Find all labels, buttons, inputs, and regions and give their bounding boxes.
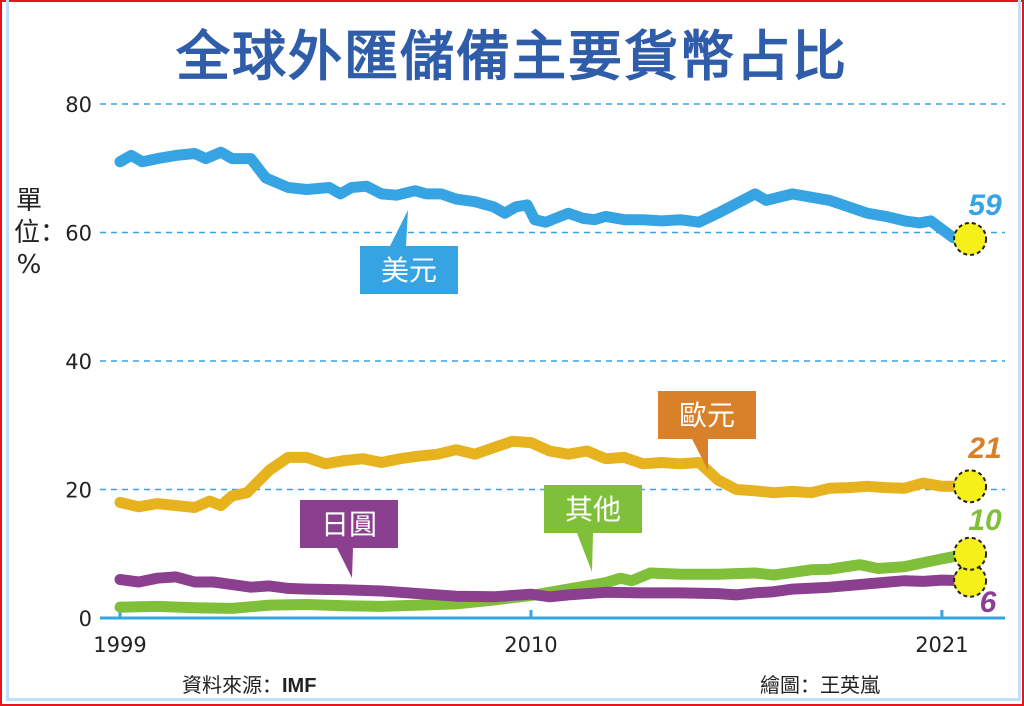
end-value-label: 21 [967, 432, 1001, 465]
end-marker [953, 563, 988, 598]
y-tick-label: 80 [65, 93, 92, 117]
chart-title: 全球外匯儲備主要貨幣占比 [176, 25, 848, 88]
end-value-label: 10 [968, 504, 1002, 537]
author-credit: 繪圖：王英嵐 [760, 673, 880, 697]
y-tick-label: 20 [65, 479, 92, 503]
callout-box [658, 391, 756, 439]
source-label: 資料來源： [182, 673, 282, 697]
callout-pointer [577, 533, 593, 572]
inner-border [6, 0, 1021, 701]
end-value-label: 6 [980, 586, 997, 619]
callout-1: 歐元 [658, 391, 756, 470]
x-tick-label: 2010 [504, 633, 557, 657]
source-note: 資料來源：IMF [182, 669, 316, 698]
callout-box [360, 246, 458, 294]
callout-pointer [692, 439, 708, 470]
y-tick-label: 60 [65, 222, 92, 246]
callout-box [544, 485, 642, 533]
x-tick-label: 2021 [915, 633, 968, 657]
callout-pointer [390, 210, 408, 246]
callout-0: 美元 [360, 210, 458, 294]
x-tick-label: 1999 [93, 633, 146, 657]
series-line-3 [114, 548, 974, 614]
y-tick-label: 40 [65, 350, 92, 374]
end-value-label: 59 [968, 189, 1002, 222]
callout-pointer [337, 548, 353, 578]
series-name-label: 美元 [381, 254, 437, 287]
source-value: IMF [282, 675, 317, 697]
end-marker [953, 536, 988, 571]
callout-3: 其他 [544, 485, 642, 572]
series-name-label: 日圓 [321, 508, 377, 541]
y-tick-label: 0 [79, 607, 92, 631]
callout-box [300, 500, 398, 548]
series-name-label: 其他 [565, 493, 621, 526]
callout-2: 日圓 [300, 500, 398, 578]
end-marker [953, 221, 988, 256]
series-line-1 [114, 435, 974, 513]
series-name-label: 歐元 [679, 399, 735, 432]
series-line-2 [114, 571, 974, 603]
series-line-0 [114, 146, 974, 245]
end-marker [953, 469, 988, 504]
